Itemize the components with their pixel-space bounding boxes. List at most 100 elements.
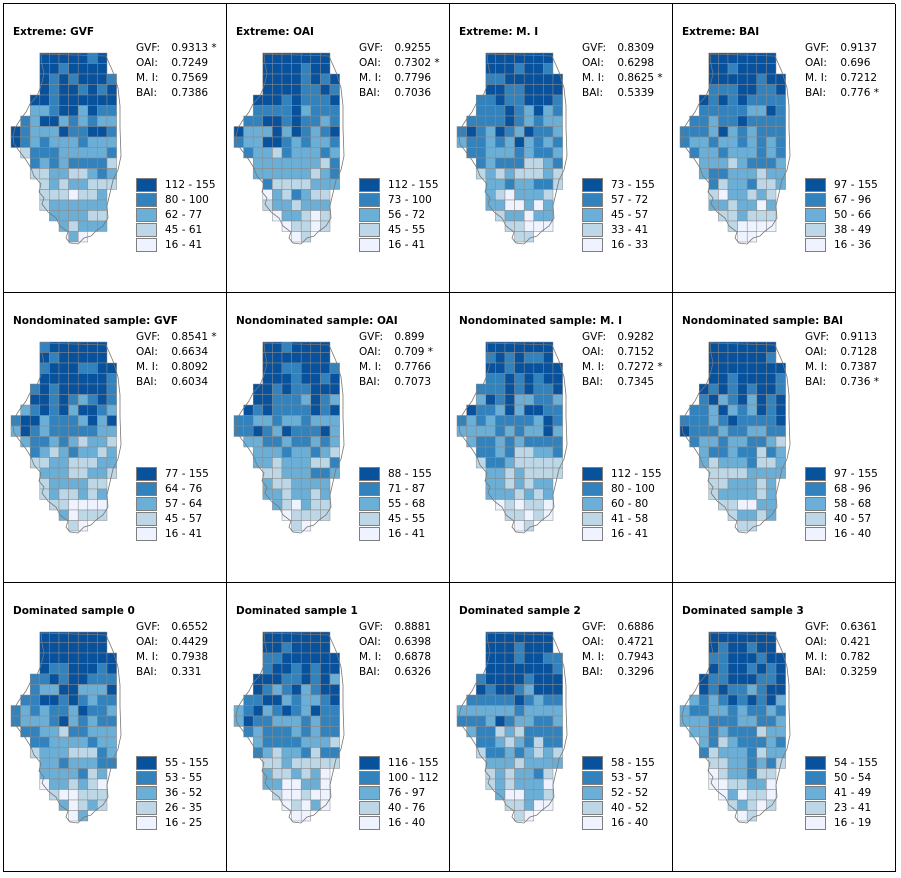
stat-row: M. I: 0.7938 — [136, 650, 208, 665]
county — [106, 673, 117, 685]
county — [698, 715, 710, 727]
legend-range: 36 - 52 — [165, 787, 203, 800]
county — [87, 725, 98, 737]
county — [272, 468, 283, 480]
county — [485, 157, 496, 169]
legend-range: 40 - 57 — [834, 512, 872, 525]
county — [58, 115, 69, 127]
county — [495, 147, 506, 159]
county — [727, 105, 738, 117]
county — [746, 405, 758, 417]
county — [708, 73, 719, 85]
county — [737, 126, 748, 138]
county — [533, 799, 544, 811]
stats-block: GVF: 0.9113 OAI: 0.7128 M. I: 0.7387 BAI: 0… — [805, 330, 879, 390]
county — [68, 510, 79, 522]
county — [756, 778, 767, 790]
county — [466, 426, 477, 438]
stat-row: BAI: 0.776 * — [805, 86, 879, 101]
county — [262, 778, 273, 790]
county — [485, 489, 496, 501]
county — [39, 352, 50, 364]
county — [58, 652, 69, 664]
county — [29, 673, 41, 685]
county — [766, 736, 777, 748]
legend-item: 40 - 57 — [805, 511, 878, 526]
county — [495, 652, 506, 664]
county — [746, 115, 758, 127]
county — [329, 94, 340, 106]
county — [68, 746, 79, 758]
legend-swatch — [805, 237, 826, 252]
county — [300, 342, 312, 354]
county — [68, 63, 79, 75]
county — [766, 115, 777, 127]
county — [87, 373, 98, 385]
county — [756, 126, 767, 138]
county — [252, 447, 264, 459]
county — [737, 520, 748, 532]
county — [523, 147, 535, 159]
county — [737, 189, 748, 201]
county — [39, 73, 50, 85]
county — [58, 126, 69, 138]
county — [737, 641, 748, 653]
county — [310, 147, 321, 159]
county — [533, 478, 544, 490]
county — [39, 168, 50, 180]
county — [514, 809, 525, 821]
county — [727, 168, 738, 180]
county — [766, 694, 777, 706]
county — [523, 73, 535, 85]
legend-item: 112 - 155 — [582, 466, 662, 481]
county — [485, 199, 496, 211]
county — [49, 352, 60, 364]
stat-label: BAI: — [359, 376, 381, 389]
county — [485, 63, 496, 75]
legend-range: 64 - 76 — [165, 482, 203, 495]
illinois-county-map — [456, 631, 568, 824]
county — [523, 210, 535, 222]
county — [49, 63, 60, 75]
county — [543, 683, 554, 695]
county — [272, 715, 283, 727]
county — [87, 757, 98, 769]
county — [77, 231, 89, 243]
county — [291, 136, 302, 148]
county — [698, 147, 710, 159]
county — [233, 126, 244, 138]
county — [310, 499, 321, 511]
stat-value: 0.9113 — [840, 331, 878, 344]
legend-item: 53 - 55 — [136, 771, 209, 786]
county — [737, 788, 748, 800]
county — [514, 115, 525, 127]
county — [39, 105, 50, 117]
county — [495, 210, 506, 222]
county — [68, 799, 79, 811]
county — [523, 220, 535, 232]
county — [106, 704, 117, 716]
county — [533, 468, 544, 480]
county — [552, 405, 563, 417]
legend-swatch — [359, 481, 380, 496]
county — [746, 363, 758, 375]
county — [737, 725, 748, 737]
county — [737, 510, 748, 522]
county — [106, 457, 117, 469]
county — [262, 694, 273, 706]
stat-label: BAI: — [136, 665, 158, 678]
county — [679, 415, 690, 427]
county — [77, 126, 89, 138]
county — [262, 363, 273, 375]
county — [97, 342, 108, 354]
county — [775, 662, 786, 674]
county — [77, 778, 89, 790]
county — [766, 52, 777, 64]
county — [97, 105, 108, 117]
legend-swatch — [359, 801, 380, 816]
county — [68, 704, 79, 716]
legend-range: 33 - 41 — [611, 223, 649, 236]
county — [329, 115, 340, 127]
county — [523, 704, 535, 716]
panel-title: Extreme: BAI — [682, 26, 760, 38]
